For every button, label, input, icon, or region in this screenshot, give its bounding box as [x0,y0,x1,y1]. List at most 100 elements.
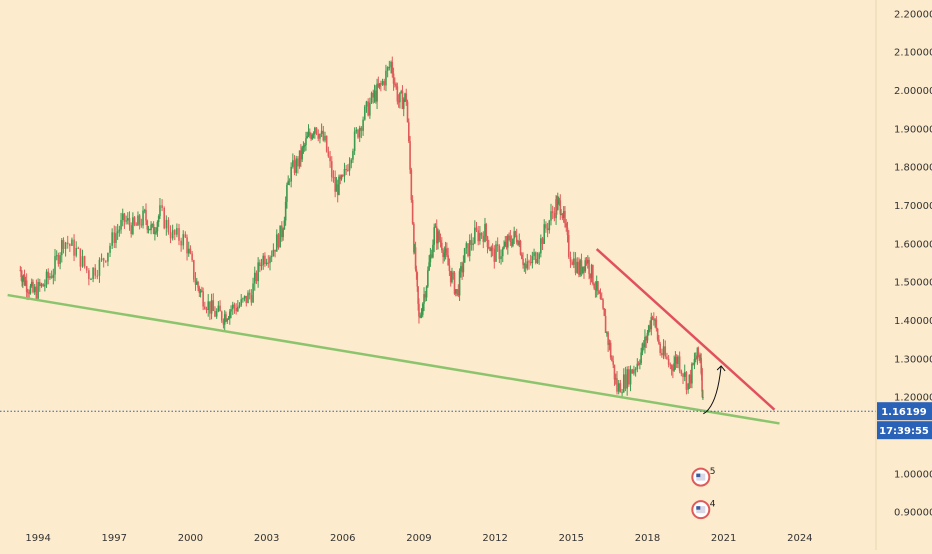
candle-body [394,83,396,85]
candle-body [604,315,607,333]
candle-body [207,301,210,310]
candle-body [24,280,27,285]
candle-body [606,332,608,334]
candle-body [201,290,203,292]
candle-body [227,318,230,320]
candle-body [301,147,303,160]
candle-body [420,314,423,317]
candle-body [230,309,232,312]
candle-body [275,234,278,252]
candle-body [272,249,275,256]
y-tick-label: 1.90000 [894,124,932,135]
time-axis[interactable]: 1994 1997 2000 2003 2006 2009 2012 2015 2018 2021… [25,533,812,544]
candle-body [559,200,562,215]
candle-body [30,281,33,287]
candle-body [222,320,225,325]
candle-body [675,357,678,364]
candle-body [250,295,253,303]
candle-body [458,271,461,296]
candle-body [33,286,36,293]
candle-body [588,259,590,274]
candle-body [558,199,561,201]
candle-body [107,252,109,262]
candle-body [498,246,501,260]
candle-body [475,227,478,231]
y-tick-label: 1.50000 [894,278,932,289]
x-tick-label: 2012 [482,533,507,544]
event-marker[interactable]: 5 [691,467,716,487]
candle-body [339,176,342,180]
support-trendline[interactable] [7,293,780,425]
candle-body [341,175,344,177]
candle-body [184,234,187,238]
candle-body [372,92,375,98]
current-price-badge [877,402,932,421]
candle-body [593,283,595,289]
candle-body [474,227,476,244]
candle-body [666,356,668,359]
candle-body [448,265,451,271]
candle-body [210,300,213,314]
resistance-trendline[interactable] [595,248,776,411]
y-tick-label: 0.90000 [894,508,932,519]
candle-body [402,99,405,109]
candle-body [578,261,580,275]
candle-body [320,130,323,134]
flag-canton [696,506,701,510]
candle-body [701,368,703,392]
event-markers-layer[interactable]: 54 [691,467,716,520]
flag-icon [696,506,706,514]
candle-body [195,282,198,285]
candle-body [47,271,50,278]
candle-body [670,365,673,369]
candle-body [609,342,612,358]
candle-body [608,342,611,345]
y-tick-label: 1.00000 [894,469,932,480]
candle-body [562,211,565,219]
event-marker[interactable]: 4 [691,500,716,520]
candle-body [338,176,340,195]
candle-body [215,311,218,317]
candle-body [204,306,206,310]
candle-body [242,298,244,300]
candle-body [409,141,411,170]
candle-body [35,286,38,299]
candle-body [699,355,701,360]
candle-body [66,242,69,245]
candle-body [235,307,237,312]
candle-body [302,145,305,148]
candle-body [138,215,141,225]
candle-body [44,284,46,287]
candle-body [231,304,234,310]
candle-body [22,274,25,278]
x-tick-label: 2024 [787,533,812,544]
y-tick-label: 1.60000 [894,239,932,250]
candle-body [293,160,296,173]
candle-body [655,319,658,329]
candle-body [370,92,373,103]
candle-body [603,308,606,316]
candle-body [462,262,465,273]
candle-body [417,286,419,304]
candle-body [373,90,376,98]
candle-body [173,230,176,235]
candle-body [441,242,443,251]
candle-body [512,238,514,246]
projection-arrow[interactable] [703,365,722,415]
current-price-label: 1.16199 [881,407,927,418]
candle-body [433,227,435,245]
candle-body [491,247,494,249]
candle-body [193,260,195,280]
candle-body [180,240,182,246]
candle-body [303,145,306,147]
candle-body [357,129,359,138]
candle-body [317,133,320,139]
candle-body [574,258,577,273]
candle-body [642,343,645,348]
candle-body [120,219,122,230]
candle-body [423,294,425,304]
candle-body [345,169,347,171]
candle-body [546,228,549,231]
